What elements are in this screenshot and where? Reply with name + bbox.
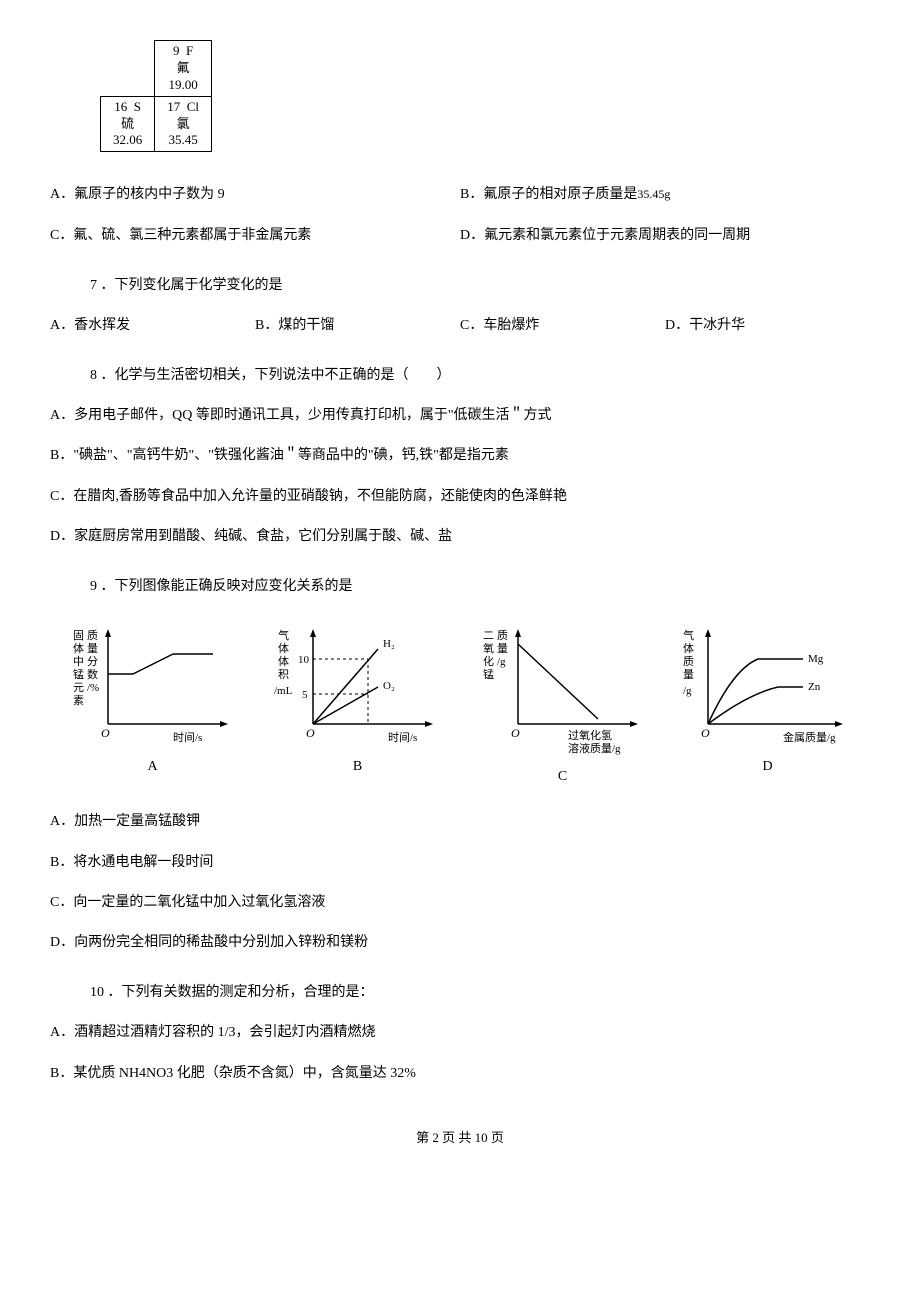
svg-text:数: 数 xyxy=(87,668,98,681)
svg-text:化: 化 xyxy=(483,654,494,668)
svg-text:体: 体 xyxy=(278,654,289,668)
option-C: C．在腊肉,香肠等食品中加入允许量的亚硝酸钠，不但能防腐，还能使肉的色泽鲜艳 xyxy=(50,484,870,509)
xlabel: 时间/s xyxy=(388,731,417,744)
mass-value: 35.45g xyxy=(637,184,670,206)
option-A: A．多用电子邮件，QQ 等即时通讯工具，少用传真打印机，属于"低碳生活＂方式 xyxy=(50,403,870,428)
option-C: C．氟、硫、氯三种元素都属于非金属元素 xyxy=(50,223,460,248)
element-cell-F: 9 F 氟 19.00 xyxy=(155,41,212,97)
option-B: B．煤的干馏 xyxy=(255,313,460,338)
svg-text:O: O xyxy=(306,726,315,740)
svg-text:质: 质 xyxy=(683,655,694,668)
option-D: D．干冰升华 xyxy=(665,313,870,338)
chart-label: C xyxy=(460,764,665,789)
option-A: A．酒精超过酒精灯容积的 1/3，会引起灯内酒精燃烧 xyxy=(50,1020,870,1045)
option-C: C．向一定量的二氧化锰中加入过氧化氢溶液 xyxy=(50,890,870,915)
option-B: B．某优质 NH4NO3 化肥（杂质不含氮）中，含氮量达 32% xyxy=(50,1061,870,1086)
ylabel-char: 固 xyxy=(73,629,84,642)
svg-text:中: 中 xyxy=(73,655,84,668)
tick-5: 5 xyxy=(302,689,308,701)
element-name: 硫 xyxy=(121,116,134,131)
option-B: B．"碘盐"、"高钙牛奶"、"铁强化酱油＂等商品中的"碘，钙,铁"都是指元素 xyxy=(50,443,870,468)
line-label-H2: H₂ xyxy=(383,638,395,650)
svg-text:/g: /g xyxy=(497,656,506,668)
svg-text:气: 气 xyxy=(683,628,694,642)
chart-C: 二 氧 化 锰 质 量 /g O 过氧化氢 溶液质量/g C xyxy=(460,619,665,789)
option-A: A．加热一定量高锰酸钾 xyxy=(50,809,870,834)
svg-text:二: 二 xyxy=(483,630,494,642)
svg-text:量: 量 xyxy=(497,642,508,655)
svg-text:质: 质 xyxy=(87,629,98,642)
option-D: D．氟元素和氯元素位于元素周期表的同一周期 xyxy=(460,223,870,248)
q7-text: 7 ．下列变化属于化学变化的是 xyxy=(90,273,870,298)
svg-text:锰: 锰 xyxy=(483,667,494,681)
svg-text:/%: /% xyxy=(87,682,99,694)
svg-text:溶液质量/g: 溶液质量/g xyxy=(568,741,621,755)
element-sym: S xyxy=(134,99,141,114)
option-D: D．家庭厨房常用到醋酸、纯碱、食盐，它们分别属于酸、碱、盐 xyxy=(50,524,870,549)
svg-text:/g: /g xyxy=(683,685,692,697)
chart-B: 气 体 体 积 /mL O H₂ O₂ 10 5 时间/s B xyxy=(255,619,460,779)
svg-text:气: 气 xyxy=(278,628,289,642)
svg-text:体: 体 xyxy=(683,641,694,655)
option-C: C．车胎爆炸 xyxy=(460,313,665,338)
svg-text:体: 体 xyxy=(278,641,289,655)
svg-text:O: O xyxy=(101,726,110,740)
element-cell-S: 16 S 硫 32.06 xyxy=(101,96,155,152)
element-cell-Cl: 17 Cl 氯 35.45 xyxy=(155,96,212,152)
periodic-table: 9 F 氟 19.00 16 S 硫 32.06 17 Cl 氯 35.45 xyxy=(100,40,870,152)
chart-label: D xyxy=(665,754,870,779)
chart-A: 固 体 中 锰 元 素 质 量 分 数 /% O 时间/s A xyxy=(50,619,255,779)
element-mass: 35.45 xyxy=(169,132,198,147)
svg-text:量: 量 xyxy=(683,668,694,681)
svg-text:氧: 氧 xyxy=(483,641,494,655)
q9-text: 9 ．下列图像能正确反映对应变化关系的是 xyxy=(90,574,870,599)
q10-text: 10 ．下列有关数据的测定和分析，合理的是： xyxy=(90,980,870,1005)
svg-text:O: O xyxy=(701,726,710,740)
option-A: A．香水挥发 xyxy=(50,313,255,338)
element-name: 氟 xyxy=(177,60,190,75)
line-label-O2: O₂ xyxy=(383,680,395,692)
option-B: B．将水通电电解一段时间 xyxy=(50,850,870,875)
charts-container: 固 体 中 锰 元 素 质 量 分 数 /% O 时间/s A 气 体 体 xyxy=(50,619,870,789)
svg-text:元: 元 xyxy=(73,682,84,694)
chart-D: 气 体 质 量 /g O Mg Zn 金属质量/g D xyxy=(665,619,870,779)
svg-text:量: 量 xyxy=(87,642,98,655)
svg-text:O: O xyxy=(511,726,520,740)
svg-text:分: 分 xyxy=(87,655,98,668)
element-num: 17 xyxy=(167,99,180,114)
page-footer: 第 2 页 共 10 页 xyxy=(50,1126,870,1149)
option-D: D．向两份完全相同的稀盐酸中分别加入锌粉和镁粉 xyxy=(50,930,870,955)
option-B: B．氟原子的相对原子质量是35.45g xyxy=(460,182,870,207)
xlabel: 时间/s xyxy=(173,731,202,744)
option-A: A．氟原子的核内中子数为 9 xyxy=(50,182,460,207)
element-num: 9 xyxy=(173,43,180,58)
svg-text:质: 质 xyxy=(497,629,508,642)
svg-text:/mL: /mL xyxy=(274,685,293,697)
q6-options: A．氟原子的核内中子数为 9 B．氟原子的相对原子质量是35.45g C．氟、硫… xyxy=(50,182,870,247)
chart-label: B xyxy=(255,754,460,779)
line-label-Zn: Zn xyxy=(808,681,821,693)
element-name: 氯 xyxy=(177,116,190,131)
svg-text:体: 体 xyxy=(73,641,84,655)
element-mass: 19.00 xyxy=(169,77,198,92)
q8-text: 8 ．化学与生活密切相关，下列说法中不正确的是（ ） xyxy=(90,363,870,388)
element-num: 16 xyxy=(114,99,127,114)
element-sym: Cl xyxy=(187,99,199,114)
xlabel: 金属质量/g xyxy=(783,730,836,744)
line-label-Mg: Mg xyxy=(808,653,824,665)
element-sym: F xyxy=(186,43,193,58)
svg-text:锰: 锰 xyxy=(73,667,84,681)
svg-text:素: 素 xyxy=(73,694,84,707)
svg-text:过氧化氢: 过氧化氢 xyxy=(568,728,612,742)
svg-text:积: 积 xyxy=(278,668,289,681)
q7-options: A．香水挥发 B．煤的干馏 C．车胎爆炸 D．干冰升华 xyxy=(50,313,870,338)
tick-10: 10 xyxy=(298,654,310,666)
chart-label: A xyxy=(50,754,255,779)
element-mass: 32.06 xyxy=(113,132,142,147)
